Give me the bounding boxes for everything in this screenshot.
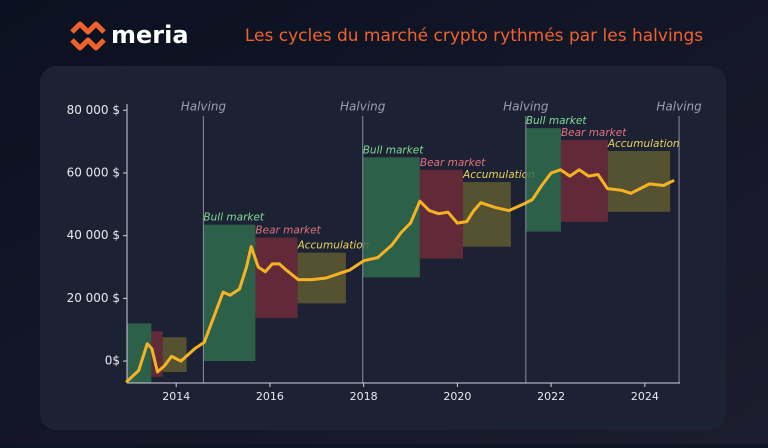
y-tick-label: 20 000 $ <box>67 291 120 305</box>
halving-label: Halving <box>181 100 227 114</box>
price-line <box>125 168 675 383</box>
x-tick-label: 2018 <box>350 390 378 403</box>
phase-region <box>525 128 561 232</box>
phase-region <box>255 237 298 319</box>
halving-label: Halving <box>503 100 549 114</box>
logo-icon <box>70 21 106 51</box>
phase-region <box>203 224 256 362</box>
phase-region <box>560 140 608 222</box>
y-tick-label: 80 000 $ <box>67 103 120 117</box>
phase-label: Bear market <box>561 127 627 139</box>
x-tick-label: 2022 <box>537 390 565 403</box>
x-tick-label: 2024 <box>631 390 659 403</box>
phase-label: Accumulation <box>462 169 535 181</box>
chart-title: Les cycles du marché crypto rythmés par … <box>245 26 703 46</box>
x-tick-label: 2014 <box>162 390 190 403</box>
y-tick-label: 60 000 $ <box>67 165 120 179</box>
y-tick-label: 0$ <box>105 354 120 368</box>
phase-label: Bear market <box>420 157 486 169</box>
x-tick-label: 2016 <box>256 390 284 403</box>
phase-label: Bull market <box>526 115 588 127</box>
phase-region <box>126 323 152 383</box>
phase-region <box>162 337 187 373</box>
halving-label: Halving <box>340 100 386 114</box>
phase-label: Bull market <box>203 212 265 224</box>
y-tick-label: 40 000 $ <box>67 228 120 242</box>
phase-region <box>151 331 163 377</box>
brand: meria <box>111 21 189 49</box>
phase-label: Bear market <box>255 225 321 237</box>
phase-label: Bull market <box>363 144 425 156</box>
phase-label: Accumulation <box>607 138 680 150</box>
phase-region <box>607 151 671 212</box>
phase-label: Accumulation <box>297 240 370 252</box>
x-tick-label: 2020 <box>443 390 471 403</box>
halving-label: Halving <box>656 100 702 114</box>
